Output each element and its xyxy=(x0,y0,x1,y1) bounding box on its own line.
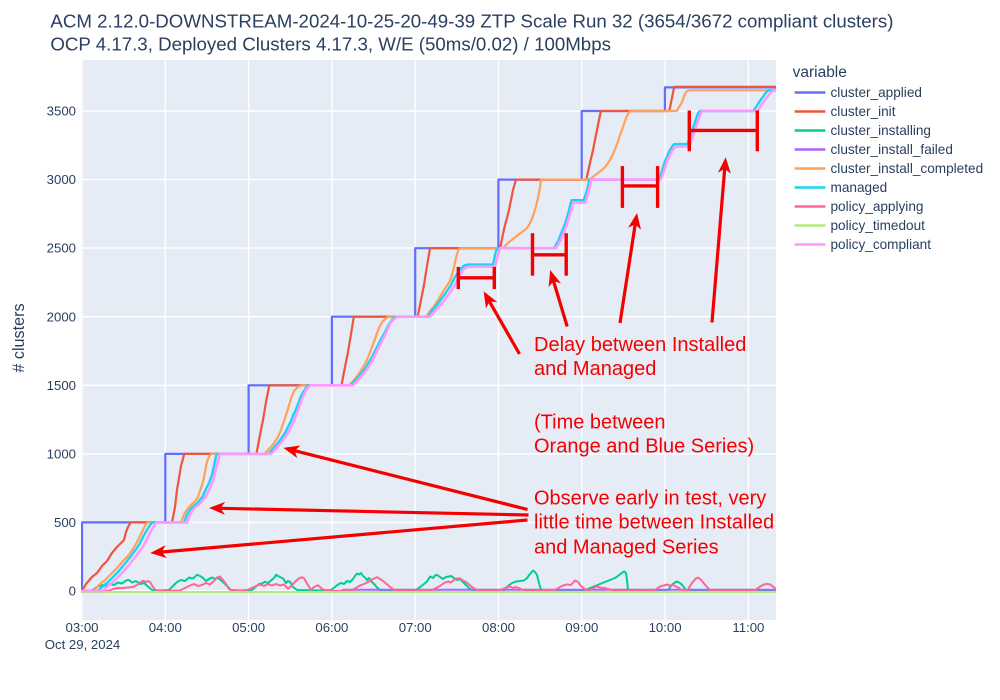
svg-text:cluster_install_completed: cluster_install_completed xyxy=(831,161,984,176)
svg-text:07:00: 07:00 xyxy=(399,620,432,635)
svg-text:cluster_init: cluster_init xyxy=(831,104,896,119)
svg-text:Observe early in test, very: Observe early in test, very xyxy=(534,488,766,510)
svg-text:1500: 1500 xyxy=(47,378,76,393)
svg-text:03:00: 03:00 xyxy=(65,620,98,635)
svg-text:Orange and Blue Series): Orange and Blue Series) xyxy=(534,436,754,458)
svg-text:500: 500 xyxy=(54,515,76,530)
svg-text:1000: 1000 xyxy=(47,447,76,462)
svg-text:cluster_install_failed: cluster_install_failed xyxy=(831,142,953,157)
svg-text:(Time between: (Time between xyxy=(534,412,666,434)
svg-text:2500: 2500 xyxy=(47,241,76,256)
svg-text:little time between Installed: little time between Installed xyxy=(534,512,774,534)
svg-text:ACM 2.12.0-DOWNSTREAM-2024-10-: ACM 2.12.0-DOWNSTREAM-2024-10-25-20-49-3… xyxy=(50,11,893,32)
svg-text:Oct 29, 2024: Oct 29, 2024 xyxy=(45,637,121,652)
svg-text:10:00: 10:00 xyxy=(649,620,682,635)
svg-text:2000: 2000 xyxy=(47,309,76,324)
svg-text:09:00: 09:00 xyxy=(565,620,598,635)
svg-text:cluster_installing: cluster_installing xyxy=(831,123,932,138)
svg-text:policy_compliant: policy_compliant xyxy=(831,237,932,252)
svg-text:# clusters: # clusters xyxy=(10,303,28,372)
svg-text:and Managed Series: and Managed Series xyxy=(534,536,719,558)
svg-text:policy_applying: policy_applying xyxy=(831,199,924,214)
svg-text:0: 0 xyxy=(69,584,76,599)
svg-text:cluster_applied: cluster_applied xyxy=(831,85,922,100)
svg-text:managed: managed xyxy=(831,180,888,195)
svg-text:Delay between Installed: Delay between Installed xyxy=(534,334,746,356)
svg-text:04:00: 04:00 xyxy=(149,620,182,635)
svg-text:policy_timedout: policy_timedout xyxy=(831,218,926,233)
svg-text:08:00: 08:00 xyxy=(482,620,515,635)
svg-text:OCP 4.17.3, Deployed Clusters: OCP 4.17.3, Deployed Clusters 4.17.3, W/… xyxy=(50,34,611,55)
svg-text:and Managed: and Managed xyxy=(534,358,656,380)
svg-text:05:00: 05:00 xyxy=(232,620,265,635)
svg-text:variable: variable xyxy=(793,64,847,81)
svg-text:11:00: 11:00 xyxy=(732,620,764,635)
svg-text:3500: 3500 xyxy=(47,104,76,119)
svg-text:3000: 3000 xyxy=(47,172,76,187)
svg-text:06:00: 06:00 xyxy=(315,620,348,635)
